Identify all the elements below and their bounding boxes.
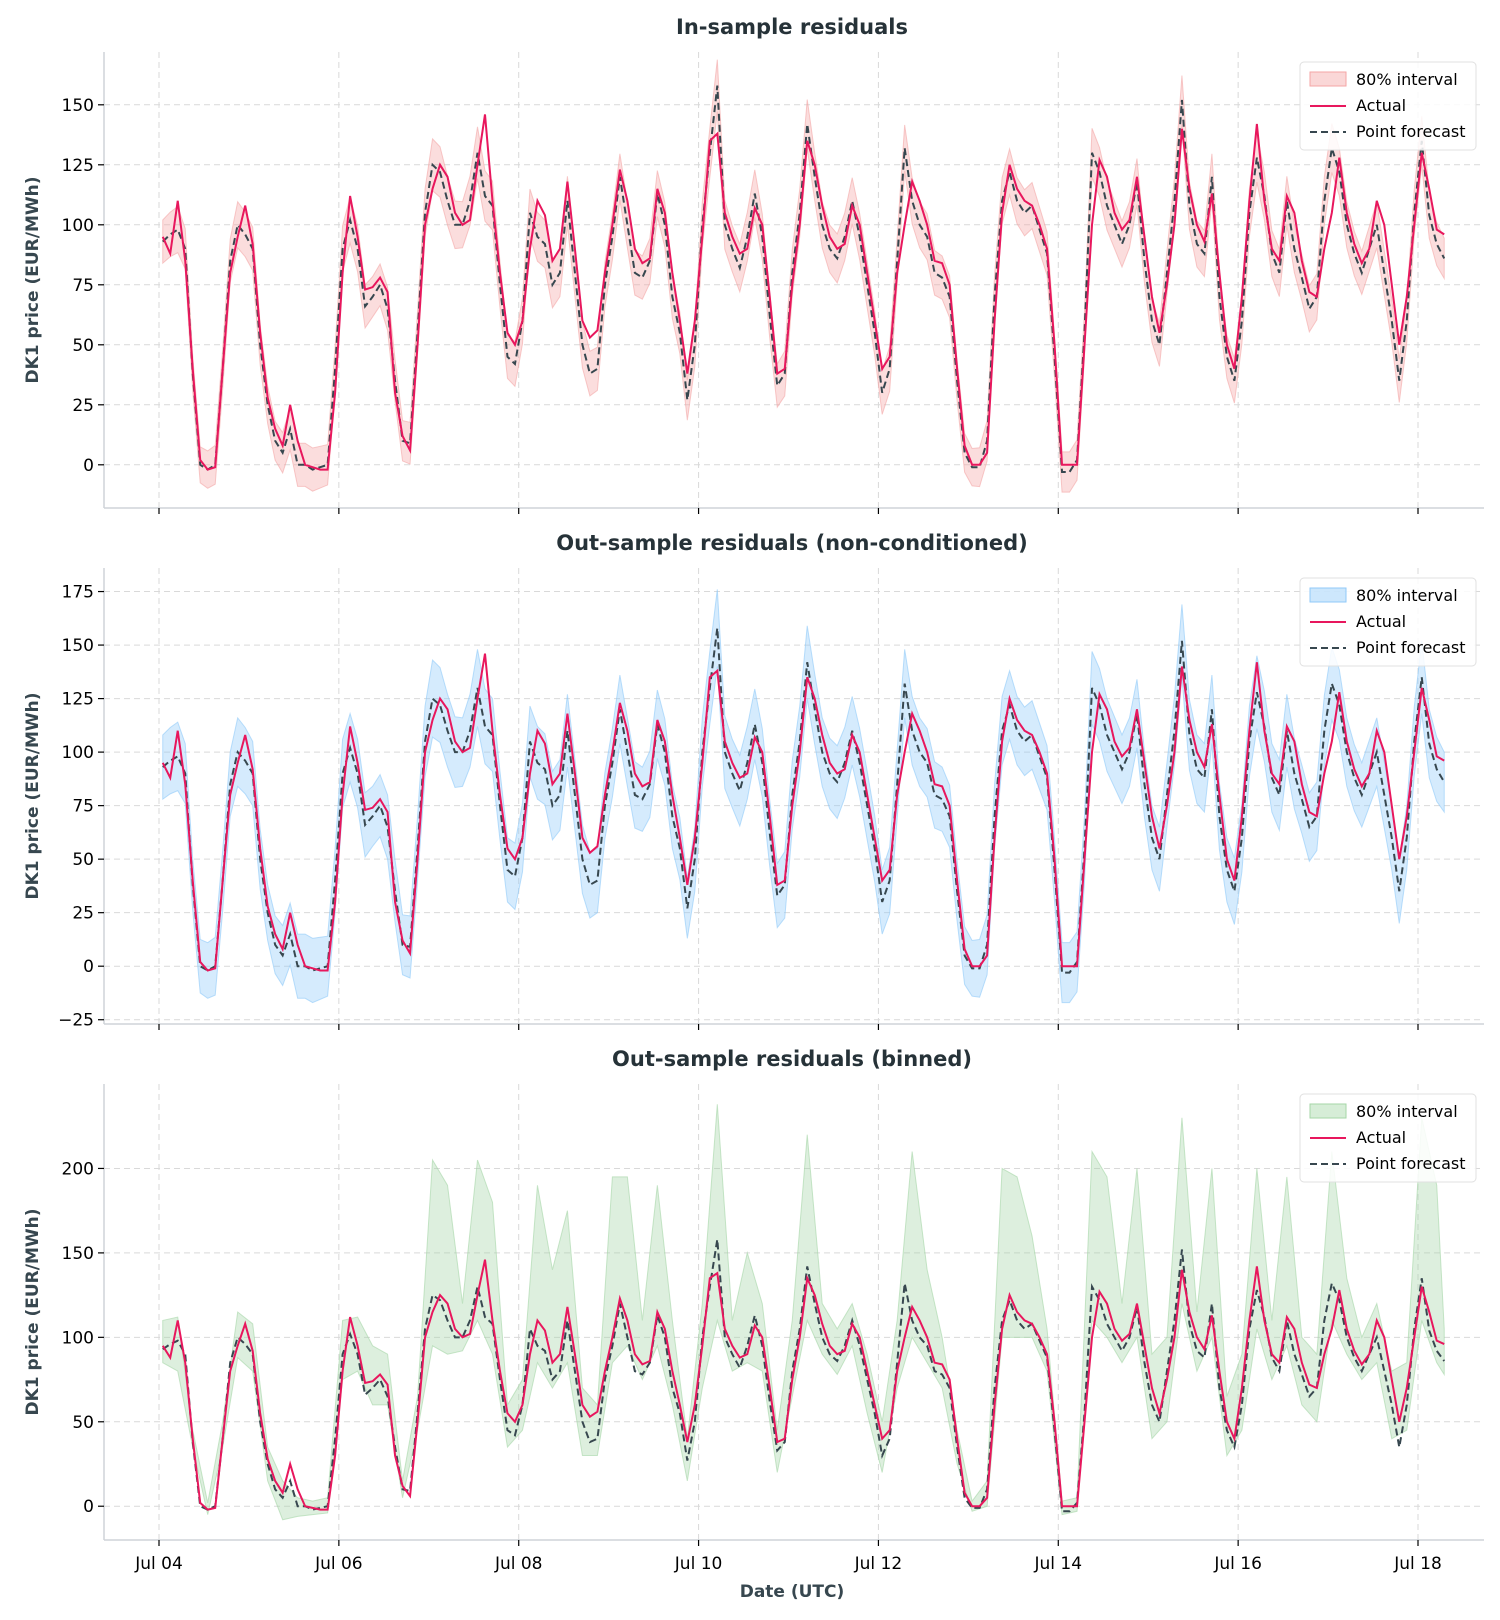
y-tick-label: 50 [72, 850, 94, 870]
legend-actual-label: Actual [1356, 1128, 1406, 1147]
y-tick-label: 50 [72, 336, 94, 356]
legend-actual-label: Actual [1356, 612, 1406, 631]
chart-panel-3: 0 50 100 150 200 Jul 04 Jul 06 Jul 08 Jul 10 Jul … [23, 1047, 1484, 1602]
y-tick-label: 50 [72, 1413, 94, 1433]
chart-panel-1: 0 25 50 75 100 125 150 In-sample residuals DK1 p… [23, 15, 1484, 514]
legend-forecast-label: Point forecast [1356, 122, 1466, 141]
x-tick-label: Jul 08 [494, 1554, 543, 1574]
x-tick-label: Jul 04 [134, 1554, 183, 1574]
y-tick-label: 75 [72, 276, 94, 296]
x-tick-label: Jul 06 [314, 1554, 363, 1574]
legend-band-swatch [1309, 71, 1347, 87]
legend-band-swatch [1309, 1103, 1347, 1119]
legend-actual-label: Actual [1356, 96, 1406, 115]
forecast-series-line [162, 1239, 1446, 1513]
y-tick-label: 100 [62, 743, 94, 763]
y-axis-label: DK1 price (EUR/MWh) [23, 693, 43, 900]
y-tick-label: 100 [62, 216, 94, 236]
legend-band-swatch [1309, 587, 1347, 603]
legend: 80% interval Actual Point forecast [1299, 61, 1477, 151]
y-tick-label: 200 [62, 1159, 94, 1179]
y-tick-label: 150 [62, 96, 94, 116]
y-tick-label: 0 [83, 456, 94, 476]
actual-series-line [161, 114, 1445, 471]
y-tick-label: 150 [62, 1244, 94, 1264]
y-axis-label: DK1 price (EUR/MWh) [23, 177, 43, 384]
y-tick-label: 175 [62, 583, 94, 603]
chart-panel-2: −25 0 25 50 75 100 125 150 175 Out-sample residua… [23, 531, 1484, 1031]
y-tick-label: 150 [62, 636, 94, 656]
y-tick-label: −25 [58, 1011, 94, 1031]
y-tick-label: 0 [83, 1497, 94, 1517]
legend-forecast-label: Point forecast [1356, 1154, 1466, 1173]
legend: 80% interval Actual Point forecast [1299, 577, 1477, 667]
x-tick-label: Jul 16 [1213, 1554, 1262, 1574]
legend-forecast-label: Point forecast [1356, 638, 1466, 657]
legend-box [1299, 61, 1477, 151]
actual-series-line [161, 1259, 1445, 1511]
y-axis-label: DK1 price (EUR/MWh) [23, 1209, 43, 1416]
actual-series-line [161, 653, 1445, 972]
legend-box [1299, 577, 1477, 667]
y-tick-label: 0 [83, 957, 94, 977]
y-tick-label: 100 [62, 1328, 94, 1348]
y-tick-label: 75 [72, 797, 94, 817]
interval-band [162, 59, 1445, 493]
x-tick-label: Jul 10 [674, 1554, 723, 1574]
y-tick-label: 25 [72, 904, 94, 924]
y-tick-label: 25 [72, 396, 94, 416]
legend-band-label: 80% interval [1356, 586, 1458, 605]
legend-band-label: 80% interval [1356, 70, 1458, 89]
panel-title: Out-sample residuals (binned) [612, 1047, 972, 1071]
legend: 80% interval Actual Point forecast [1299, 1093, 1477, 1183]
y-tick-label: 125 [62, 156, 94, 176]
panel-title: In-sample residuals [676, 15, 908, 39]
x-axis-label: Date (UTC) [740, 1582, 845, 1602]
forecast-series-line [162, 627, 1446, 974]
forecast-series-line [162, 85, 1446, 473]
legend-band-label: 80% interval [1356, 1102, 1458, 1121]
legend-box [1299, 1093, 1477, 1183]
x-tick-label: Jul 14 [1034, 1554, 1083, 1574]
y-tick-label: 125 [62, 690, 94, 710]
x-tick-label: Jul 18 [1393, 1554, 1442, 1574]
panel-title: Out-sample residuals (non-conditioned) [556, 531, 1028, 555]
x-tick-label: Jul 12 [854, 1554, 903, 1574]
